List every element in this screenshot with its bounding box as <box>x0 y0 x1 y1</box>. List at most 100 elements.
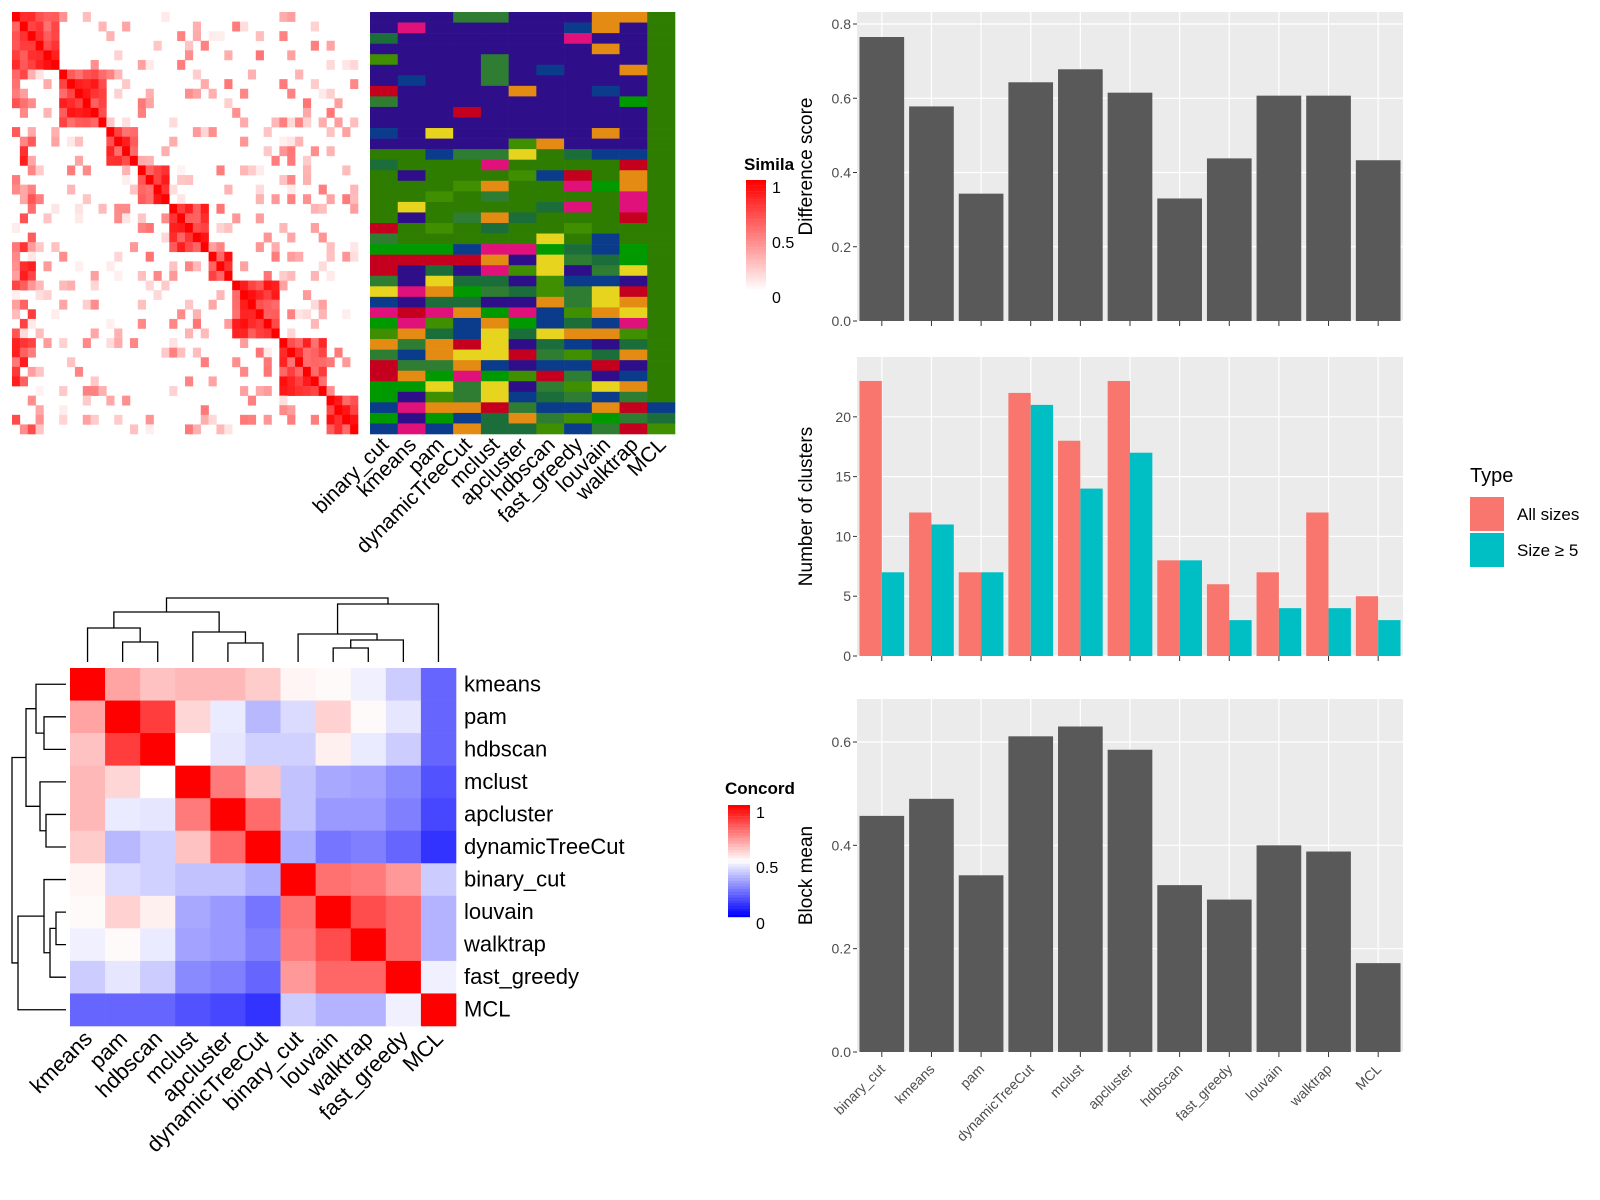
similarity-cell <box>271 299 280 310</box>
similarity-cell <box>67 98 76 109</box>
classification-cell <box>536 106 565 118</box>
similarity-cell <box>122 213 131 224</box>
similarity-cell <box>27 366 36 377</box>
classification-cell <box>370 106 399 118</box>
classification-heatmap <box>370 12 676 435</box>
similarity-legend-gradient <box>746 185 766 189</box>
similarity-cell <box>27 69 36 80</box>
classification-cell <box>564 296 593 308</box>
similarity-cell <box>74 79 84 90</box>
classification-cell <box>536 138 565 150</box>
similarity-cell <box>318 232 327 243</box>
classification-cell <box>619 138 648 150</box>
classification-cell <box>591 223 620 234</box>
y-axis-label: Block mean <box>796 826 817 925</box>
similarity-cell <box>74 136 84 147</box>
bar <box>1355 963 1401 1052</box>
similarity-cell <box>161 146 170 157</box>
concordance-legend-gradient <box>728 830 750 834</box>
similarity-cell <box>247 414 257 425</box>
classification-cell <box>453 212 482 224</box>
similarity-cell <box>161 194 170 205</box>
concordance-cell <box>385 863 422 897</box>
concordance-cell <box>350 798 387 832</box>
similarity-cell <box>82 88 91 99</box>
similarity-cell <box>310 366 319 377</box>
classification-cell <box>536 223 565 234</box>
similarity-cell <box>208 242 217 253</box>
similarity-cell <box>287 414 296 425</box>
classification-cell <box>591 54 620 66</box>
y-tick-label: 15 <box>835 469 851 485</box>
similarity-cell <box>208 88 217 99</box>
similarity-cell <box>350 79 359 90</box>
classification-cell <box>536 33 565 44</box>
concordance-cell <box>350 928 387 962</box>
similarity-cell <box>122 155 131 166</box>
similarity-cell <box>192 347 202 358</box>
classification-cell <box>480 201 509 213</box>
similarity-cell <box>224 261 233 272</box>
classification-cell <box>564 360 593 371</box>
similarity-cell <box>302 366 312 377</box>
classification-cell <box>564 391 593 403</box>
similarity-cell <box>161 280 170 291</box>
similarity-cell <box>240 21 249 32</box>
x-tick-label: MCL <box>1352 1061 1384 1093</box>
similarity-cell <box>287 270 296 281</box>
classification-cell <box>508 360 537 371</box>
concordance-column-label: MCL <box>397 1026 448 1077</box>
classification-cell <box>397 254 426 266</box>
classification-cell <box>480 128 509 139</box>
concordance-legend: Concord 1 0.5 0 <box>725 779 795 933</box>
concordance-cell <box>105 895 141 929</box>
classification-cell <box>564 12 593 23</box>
classification-cell <box>536 128 565 139</box>
similarity-cell <box>240 366 249 377</box>
bar <box>1306 95 1351 322</box>
similarity-legend-gradient <box>746 261 766 265</box>
similarity-cell <box>59 386 68 396</box>
similarity-cell <box>98 69 107 80</box>
concordance-cell <box>420 668 457 701</box>
y-axis-label: Difference score <box>796 98 817 236</box>
classification-cell <box>480 180 509 192</box>
similarity-cell <box>192 31 202 42</box>
y-tick-label: 0.2 <box>832 239 852 255</box>
classification-cell <box>647 201 676 213</box>
classification-cell <box>647 170 676 182</box>
similarity-cell <box>106 136 115 147</box>
classification-cell <box>647 54 676 66</box>
classification-cell <box>647 106 676 118</box>
classification-cell <box>536 265 565 277</box>
bar <box>1306 851 1351 1052</box>
concordance-cell <box>175 863 211 897</box>
classification-cell <box>619 96 648 108</box>
similarity-cell <box>232 21 241 32</box>
classification-cell <box>370 307 399 319</box>
classification-cell <box>591 244 620 255</box>
similarity-cell <box>137 59 146 70</box>
classification-cell <box>397 423 426 435</box>
similarity-cell <box>169 347 178 358</box>
similarity-cell <box>287 347 296 358</box>
dendrogram-branch <box>350 639 405 662</box>
concordance-legend-gradient <box>728 897 750 901</box>
similarity-cell <box>169 318 178 329</box>
classification-cell <box>564 381 593 393</box>
similarity-cell <box>310 203 319 214</box>
concordance-cell <box>175 700 211 734</box>
similarity-cell <box>200 357 209 368</box>
similarity-cell <box>27 270 36 281</box>
similarity-legend-gradient <box>746 208 766 211</box>
similarity-cell <box>224 251 233 262</box>
classification-cell <box>370 254 399 266</box>
dendrogram-branch <box>43 716 66 751</box>
classification-cell <box>536 275 565 287</box>
classification-cell <box>536 296 565 308</box>
classification-cell <box>619 128 648 139</box>
similarity-cell <box>145 59 154 70</box>
similarity-cell <box>74 213 84 224</box>
similarity-cell <box>224 318 233 329</box>
classification-cell <box>564 402 593 414</box>
